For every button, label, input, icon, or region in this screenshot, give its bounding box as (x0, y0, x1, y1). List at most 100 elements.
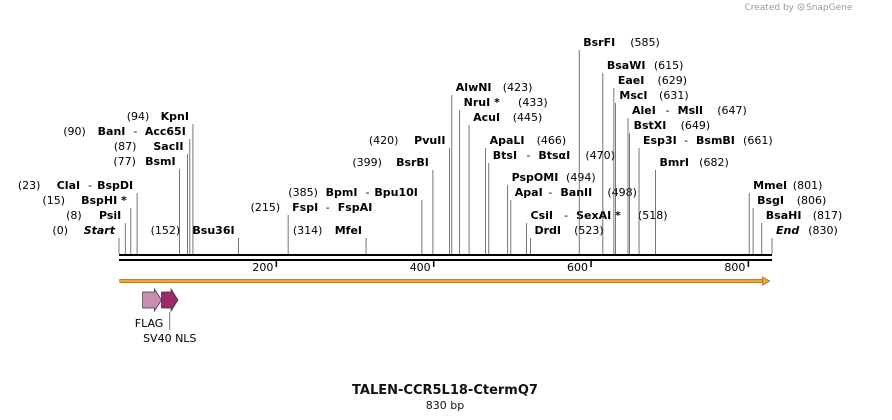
site-position: (433) (518, 96, 548, 109)
cut-site[interactable]: AleI - MslI (647) (627, 104, 747, 254)
cut-site[interactable]: CsiI - SexAI * (518) (526, 209, 668, 254)
enzyme-name[interactable]: ClaI (57, 179, 80, 192)
enzyme-name[interactable]: BsrFI (583, 36, 615, 49)
feature-arrow[interactable] (142, 287, 162, 313)
feature-sv40-nls[interactable]: SV40 NLS (143, 287, 196, 345)
enzyme-name[interactable]: MscI (619, 89, 647, 102)
cut-site[interactable]: BsaWI (615) (602, 59, 684, 254)
cut-site[interactable]: BsrBI (399) (352, 156, 434, 254)
site-position: (830) (808, 224, 838, 237)
enzyme-name[interactable]: BpmI (326, 186, 358, 199)
cut-site[interactable]: SacII (87) (114, 140, 188, 254)
cut-site[interactable]: BtsI - BtsαI (470) (488, 149, 615, 254)
enzyme-name[interactable]: BsmBI (696, 134, 735, 147)
enzyme-name[interactable]: BstXI (634, 119, 667, 132)
enzyme-name[interactable]: BsaWI (607, 59, 646, 72)
cut-site[interactable]: EaeI (629) (613, 74, 687, 254)
enzyme-name[interactable]: Esp3I (643, 134, 677, 147)
enzyme-name[interactable]: End (776, 224, 799, 237)
cut-site[interactable]: AcuI (445) (468, 111, 542, 254)
site-position: (0) (52, 224, 68, 237)
site-position: (423) (503, 81, 533, 94)
site-position: (399) (352, 156, 382, 169)
enzyme-name[interactable]: DrdI (534, 224, 561, 237)
enzyme-name[interactable]: ApaLI (490, 134, 525, 147)
cut-site[interactable]: NruI * (433) (459, 96, 548, 254)
feature-flag[interactable]: FLAG (135, 287, 164, 330)
enzyme-name[interactable]: MslI (678, 104, 703, 117)
enzyme-name[interactable]: PsiI (99, 209, 121, 222)
enzyme-name[interactable]: MmeI (753, 179, 787, 192)
site-position: (585) (630, 36, 660, 49)
cut-site[interactable]: BsrFI (585) (578, 36, 660, 254)
enzyme-name[interactable]: NruI * (464, 96, 500, 109)
enzyme-name[interactable]: Acc65I (145, 125, 186, 138)
enzyme-name[interactable]: BsrBI (396, 156, 429, 169)
enzyme-name[interactable]: Start (84, 224, 116, 237)
cut-site[interactable]: BspHI * (15) (42, 194, 132, 254)
site-position: (8) (66, 209, 82, 222)
enzyme-name[interactable]: SacII (153, 140, 183, 153)
credit-brand: SnapGene (806, 3, 853, 13)
enzyme-name[interactable]: Bpu10I (374, 186, 418, 199)
enzyme-name[interactable]: Bsu36I (192, 224, 234, 237)
cut-site[interactable]: End (830) (771, 224, 838, 254)
feature-arrow[interactable] (161, 287, 179, 313)
cut-site[interactable]: PspOMI (494) (507, 171, 596, 254)
map-length: 830 bp (426, 399, 464, 412)
cut-site[interactable]: BmrI (682) (655, 156, 729, 254)
cut-site[interactable]: Bsu36I (152) (151, 224, 239, 254)
cut-site[interactable]: BspDI-ClaI (23) (18, 179, 138, 254)
cut-site[interactable]: KpnI (94) (127, 110, 194, 254)
enzyme-name[interactable]: AlwNI (456, 81, 492, 94)
enzyme-name[interactable]: CsiI (531, 209, 553, 222)
enzyme-name[interactable]: BanI (98, 125, 126, 138)
cut-site[interactable]: PsiI (8) (66, 209, 126, 254)
sequence-ruler: 200 400 600 800 (119, 254, 772, 274)
enzyme-name[interactable]: FspAI (338, 201, 373, 214)
enzyme-name[interactable]: AcuI (473, 111, 500, 124)
site-position: (152) (151, 224, 181, 237)
cut-site[interactable]: Acc65I-BanI(90) (63, 125, 191, 254)
enzyme-name[interactable]: BspDI (97, 179, 133, 192)
cut-site[interactable]: MscI (631) (615, 89, 689, 254)
cut-site[interactable]: MfeI (314) (293, 224, 367, 254)
ruler-ticks: 200 400 600 800 (252, 261, 750, 274)
enzyme-name[interactable]: BspHI * (81, 194, 127, 207)
cut-site[interactable]: BstXI (649) (629, 119, 711, 254)
cut-site[interactable]: ApaLI (466) (485, 134, 567, 254)
cut-site[interactable]: AlwNI (423) (451, 81, 533, 254)
orf-arrowhead (762, 276, 771, 286)
cut-site[interactable]: MmeI (801) (748, 179, 822, 254)
cut-site[interactable]: BsmI (77) (113, 155, 180, 254)
enzyme-name[interactable]: PvuII (414, 134, 445, 147)
site-position: (682) (699, 156, 729, 169)
enzyme-name[interactable]: FspI (292, 201, 318, 214)
orf-arrow[interactable] (119, 276, 771, 286)
cut-site[interactable]: BsgI (806) (752, 194, 826, 254)
enzyme-name[interactable]: EaeI (618, 74, 645, 87)
cut-site[interactable]: Esp3I - BsmBI (661) (638, 134, 773, 254)
enzyme-name[interactable]: BtsI (493, 149, 517, 162)
enzyme-name[interactable]: BsgI (757, 194, 784, 207)
enzyme-name[interactable]: MfeI (335, 224, 362, 237)
enzyme-name[interactable]: ApaI (515, 186, 543, 199)
enzyme-name[interactable]: SexAI * (576, 209, 621, 222)
orf-bar[interactable] (119, 279, 765, 283)
enzyme-name[interactable]: BsmI (145, 155, 176, 168)
site-position: (523) (574, 224, 604, 237)
cut-site[interactable]: BsaHI (817) (761, 209, 843, 254)
enzyme-name[interactable]: BsaHI (766, 209, 802, 222)
site-position: (23) (18, 179, 41, 192)
cut-site[interactable]: (215) FspI - FspAI (251, 201, 373, 254)
enzyme-name[interactable]: BmrI (660, 156, 689, 169)
cut-site[interactable]: Bpu10I-BpmI(385) (288, 186, 423, 254)
enzyme-name[interactable]: KpnI (161, 110, 189, 123)
cut-site[interactable]: PvuII (420) (369, 134, 450, 254)
enzyme-name[interactable]: BtsαI (538, 149, 570, 162)
enzyme-name[interactable]: AleI (632, 104, 656, 117)
cut-site[interactable]: DrdI (523) (530, 224, 604, 254)
enzyme-name[interactable]: PspOMI (512, 171, 559, 184)
cut-site[interactable]: Start (0) (52, 224, 120, 254)
enzyme-name[interactable]: BanII (560, 186, 592, 199)
